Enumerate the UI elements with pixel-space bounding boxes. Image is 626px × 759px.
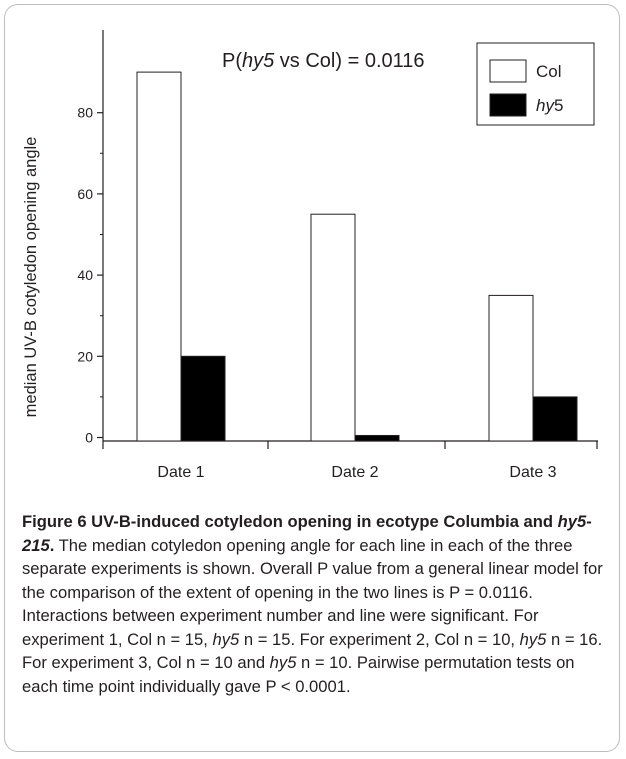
caption-text: n = 10. Pairwise permutation tests on ea… [22, 653, 575, 696]
legend: Col hy5 [476, 42, 595, 126]
x-axis: Date 1 Date 2 Date 3 [102, 440, 598, 481]
figure-frame [4, 4, 620, 752]
figure-label: Figure 6 [22, 512, 87, 531]
legend-swatch-col [489, 59, 527, 83]
y-axis-label: median UV-B cotyledon opening angle [22, 137, 40, 418]
y-tick-label: 80 [77, 105, 93, 121]
bar-hy5-1 [180, 355, 226, 442]
bars [136, 71, 578, 442]
y-tick-label: 0 [85, 430, 93, 446]
y-tick-label: 40 [77, 267, 93, 283]
figure-title-italic: hy5-215 [22, 512, 592, 555]
y-tick-label: 20 [77, 348, 93, 364]
p-value-annotation: P(hy5 vs Col) = 0.0116 [222, 50, 425, 72]
annotation-prefix: P( [222, 50, 242, 72]
caption-body: The median cotyledon opening angle for e… [22, 536, 603, 696]
x-tick-label: Date 3 [509, 464, 556, 481]
bar-chart: 0 20 40 60 80 Date 1 Date 2 Date 3 median UV-B… [22, 30, 598, 481]
x-tick-label: Date 1 [157, 464, 204, 481]
caption-text: The median cotyledon opening angle for e… [22, 535, 603, 649]
legend-label-hy5-rest: 5 [554, 96, 563, 115]
legend-label-col: Col [536, 62, 562, 81]
figure-title-end: . [49, 535, 55, 555]
caption-italic: hy5 [519, 629, 547, 649]
caption-text: n = 15. For experiment 2, Col n = 10, [239, 629, 520, 649]
figure-caption: Figure 6 UV-B-induced cotyledon opening … [22, 510, 612, 698]
caption-italic: hy5 [212, 629, 240, 649]
y-axis: 0 20 40 60 80 [77, 30, 104, 446]
legend-label-hy5: hy5 [536, 96, 563, 115]
bar-col-3 [488, 294, 534, 442]
figure-title: UV-B-induced cotyledon opening in ecotyp… [86, 512, 558, 531]
bar-col-2 [310, 213, 356, 442]
legend-swatch-hy5 [489, 93, 527, 117]
bar-hy5-3 [532, 396, 578, 442]
annotation-italic: hy5 [242, 50, 275, 72]
y-tick-label: 60 [77, 186, 93, 202]
annotation-suffix: vs Col) = 0.0116 [274, 50, 424, 72]
caption-text: n = 16. For experiment 3, Col n = 10 and [22, 629, 603, 673]
bar-hy5-2 [354, 434, 400, 442]
x-tick-label: Date 2 [331, 464, 378, 481]
bar-col-1 [136, 71, 182, 442]
caption-italic: hy5 [269, 653, 297, 672]
legend-label-hy5-italic: hy [536, 96, 555, 115]
